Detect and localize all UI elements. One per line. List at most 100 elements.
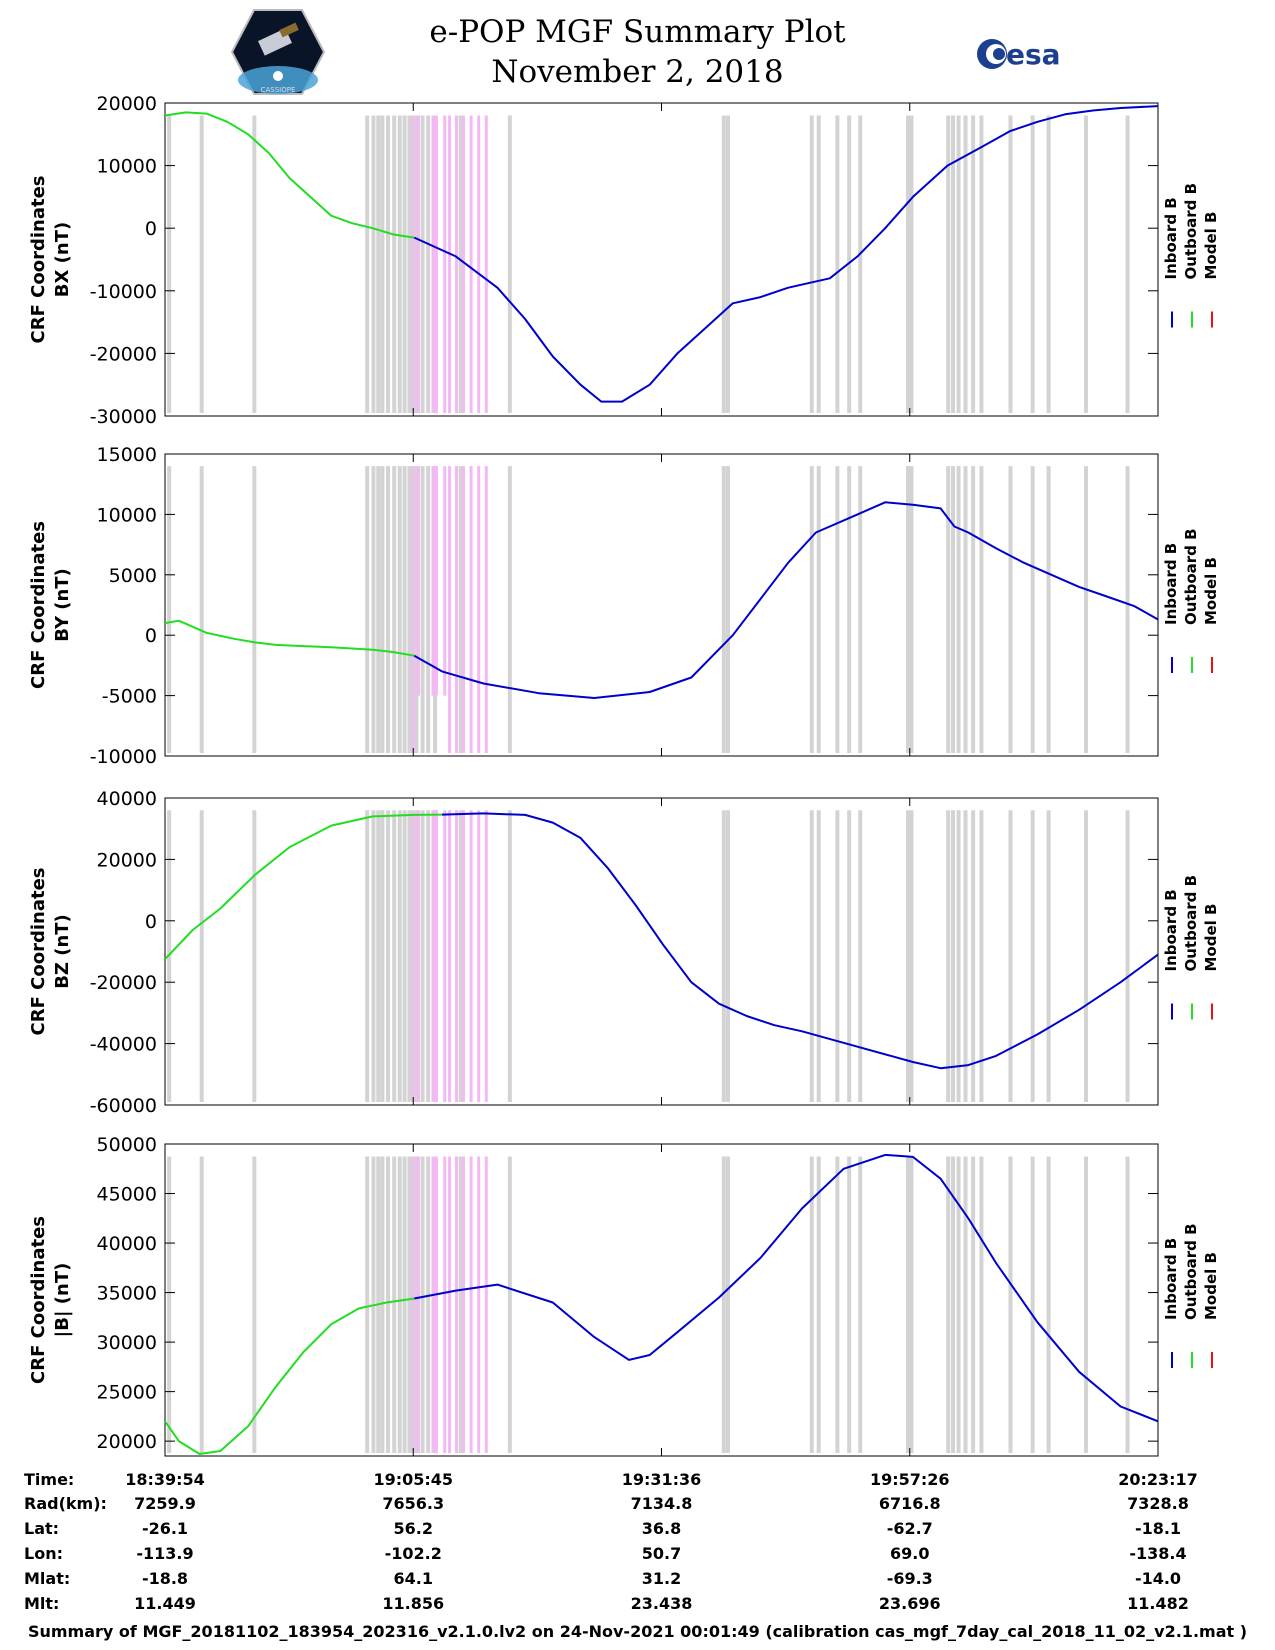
panel-3: -60000 -40000 -20000 0 20000 40000 CRF Coordin… bbox=[28, 788, 1220, 1117]
series-outboard-b bbox=[164, 111, 415, 239]
y-tick-label: 25000 bbox=[97, 1382, 157, 1404]
footer-lat-value: -26.1 bbox=[141, 1519, 189, 1538]
y-axis-label: CRF Coordinates BZ (nT) bbox=[28, 868, 73, 1036]
series-outboard-b bbox=[164, 619, 415, 657]
footer-mlat-value: -14.0 bbox=[1134, 1569, 1182, 1588]
footer-rad-value: 7259.9 bbox=[134, 1494, 196, 1513]
footer-rad-value: 7328.8 bbox=[1127, 1494, 1189, 1513]
legend-label-model-b: Model B bbox=[1202, 904, 1220, 972]
y-axis-label-line: CRF Coordinates bbox=[28, 521, 49, 689]
footer-lon-value: 50.7 bbox=[641, 1544, 682, 1563]
footer-label-lon: Lon: bbox=[24, 1544, 63, 1563]
y-axis-label-line: CRF Coordinates bbox=[28, 176, 49, 344]
footer-time-value: 19:57:26 bbox=[869, 1470, 950, 1489]
series-inboard-b bbox=[414, 1153, 1159, 1423]
legend-label-inboard-b: Inboard B bbox=[1162, 1238, 1180, 1320]
y-tick-label: 10000 bbox=[97, 504, 157, 526]
y-axis-label-line: |B| (nT) bbox=[52, 1263, 73, 1338]
mgf-summary-charts: -30000 -20000 -10000 0 10000 20000 CRF Coordin… bbox=[28, 93, 1220, 1457]
y-axis-label: CRF Coordinates |B| (nT) bbox=[28, 1216, 73, 1384]
y-tick-label: -30000 bbox=[90, 406, 157, 428]
y-tick-label: 40000 bbox=[97, 1233, 157, 1255]
legend-label-outboard-b: Outboard B bbox=[1182, 1223, 1200, 1320]
y-axis-label: CRF Coordinates BX (nT) bbox=[28, 176, 73, 344]
y-tick-label: 20000 bbox=[97, 93, 157, 115]
y-axis-label-line: CRF Coordinates bbox=[28, 868, 49, 1036]
cassiope-logo: CASSIOPE bbox=[230, 9, 326, 95]
legend-label-model-b: Model B bbox=[1202, 1252, 1220, 1320]
footer-label-lat: Lat: bbox=[24, 1519, 60, 1538]
footer-lat-value: -18.1 bbox=[1134, 1519, 1182, 1538]
footer-mlt-value: 11.449 bbox=[134, 1594, 196, 1613]
footer-time-value: 19:31:36 bbox=[621, 1470, 702, 1489]
y-tick-label: -5000 bbox=[102, 686, 157, 708]
y-tick-label: -10000 bbox=[90, 746, 157, 768]
footer-label-mlat: Mlat: bbox=[24, 1569, 71, 1588]
series-outboard-b bbox=[164, 1297, 415, 1455]
svg-text:esa: esa bbox=[1006, 38, 1061, 71]
footer-lon-value: -102.2 bbox=[384, 1544, 442, 1563]
legend-label-inboard-b: Inboard B bbox=[1162, 543, 1180, 625]
y-tick-label: 0 bbox=[145, 625, 157, 647]
series-inboard-b bbox=[441, 812, 1159, 1070]
esa-logo: esa bbox=[977, 38, 1061, 71]
y-tick-label: -10000 bbox=[90, 281, 157, 303]
footer-mlt-value: 23.696 bbox=[878, 1594, 941, 1613]
footer-lat-value: -62.7 bbox=[886, 1519, 933, 1538]
footer-lon-value: 69.0 bbox=[890, 1544, 930, 1563]
footer-label-mlt: Mlt: bbox=[24, 1594, 60, 1613]
footer-lon-value: -138.4 bbox=[1129, 1544, 1187, 1563]
y-axis-label-line: BY (nT) bbox=[52, 568, 73, 642]
y-axis-label: CRF Coordinates BY (nT) bbox=[28, 521, 73, 689]
footer-label-time: Time: bbox=[24, 1470, 75, 1489]
legend-label-inboard-b: Inboard B bbox=[1162, 889, 1180, 971]
footer-mlat-value: -69.3 bbox=[886, 1569, 933, 1588]
y-tick-label: -60000 bbox=[90, 1095, 157, 1117]
y-axis-label-line: BZ (nT) bbox=[52, 914, 73, 989]
y-axis-label-line: CRF Coordinates bbox=[28, 1216, 49, 1384]
svg-text:CASSIOPE: CASSIOPE bbox=[261, 86, 296, 94]
summary-line: Summary of MGF_20181102_183954_202316_v2… bbox=[27, 1622, 1248, 1641]
y-tick-label: 15000 bbox=[97, 444, 157, 466]
footer-time-value: 19:05:45 bbox=[373, 1470, 454, 1489]
legend-label-model-b: Model B bbox=[1202, 557, 1220, 625]
y-tick-label: 20000 bbox=[97, 849, 157, 871]
y-tick-label: 10000 bbox=[97, 156, 157, 178]
y-tick-label: 5000 bbox=[109, 565, 157, 587]
footer-mlat-value: -18.8 bbox=[141, 1569, 189, 1588]
y-tick-label: 20000 bbox=[97, 1431, 157, 1453]
panel-4: 20000 25000 30000 35000 40000 45000 50000 CRF C… bbox=[28, 1134, 1220, 1457]
footer-mlt-value: 11.482 bbox=[1127, 1594, 1189, 1613]
panel-2: -10000 -5000 0 5000 10000 15000 CRF Coordinate… bbox=[28, 444, 1220, 768]
footer-mlt-value: 11.856 bbox=[382, 1594, 445, 1613]
footer-mlat-value: 64.1 bbox=[393, 1569, 433, 1588]
footer-time-value: 18:39:54 bbox=[125, 1470, 205, 1489]
y-tick-label: -20000 bbox=[90, 343, 157, 365]
footer-time-value: 20:23:17 bbox=[1118, 1470, 1198, 1489]
y-tick-label: 30000 bbox=[97, 1332, 157, 1354]
series-outboard-b bbox=[164, 813, 443, 960]
footer-rad-value: 6716.8 bbox=[878, 1494, 941, 1513]
plot-title: e-POP MGF Summary Plot bbox=[429, 14, 846, 50]
series-inboard-b bbox=[413, 105, 1159, 403]
footer-rad-value: 7134.8 bbox=[630, 1494, 693, 1513]
legend-label-outboard-b: Outboard B bbox=[1182, 875, 1200, 972]
y-axis-label-line: BX (nT) bbox=[52, 222, 73, 297]
legend-label-inboard-b: Inboard B bbox=[1162, 197, 1180, 279]
footer-label-rad: Rad(km): bbox=[24, 1494, 107, 1513]
y-tick-label: 50000 bbox=[97, 1134, 157, 1156]
y-tick-label: 0 bbox=[145, 911, 157, 933]
series-inboard-b bbox=[413, 501, 1159, 699]
legend-label-model-b: Model B bbox=[1202, 212, 1220, 280]
panel-1: -30000 -20000 -10000 0 10000 20000 CRF Coordin… bbox=[28, 93, 1220, 428]
legend-label-outboard-b: Outboard B bbox=[1182, 183, 1200, 280]
footer-lat-value: 56.2 bbox=[393, 1519, 433, 1538]
y-tick-label: -20000 bbox=[90, 972, 157, 994]
footer-mlt-value: 23.438 bbox=[630, 1594, 693, 1613]
legend-label-outboard-b: Outboard B bbox=[1182, 528, 1200, 625]
footer-mlat-value: 31.2 bbox=[641, 1569, 682, 1588]
footer-lat-value: 36.8 bbox=[641, 1519, 682, 1538]
y-tick-label: 45000 bbox=[97, 1184, 157, 1206]
footer-lon-value: -113.9 bbox=[136, 1544, 194, 1563]
footer-rad-value: 7656.3 bbox=[382, 1494, 445, 1513]
